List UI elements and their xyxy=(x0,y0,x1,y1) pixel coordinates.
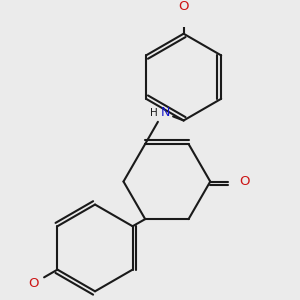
Text: O: O xyxy=(239,175,250,188)
Text: N: N xyxy=(161,106,170,119)
Text: O: O xyxy=(28,277,39,290)
Text: O: O xyxy=(178,0,189,13)
Text: H: H xyxy=(150,108,158,118)
